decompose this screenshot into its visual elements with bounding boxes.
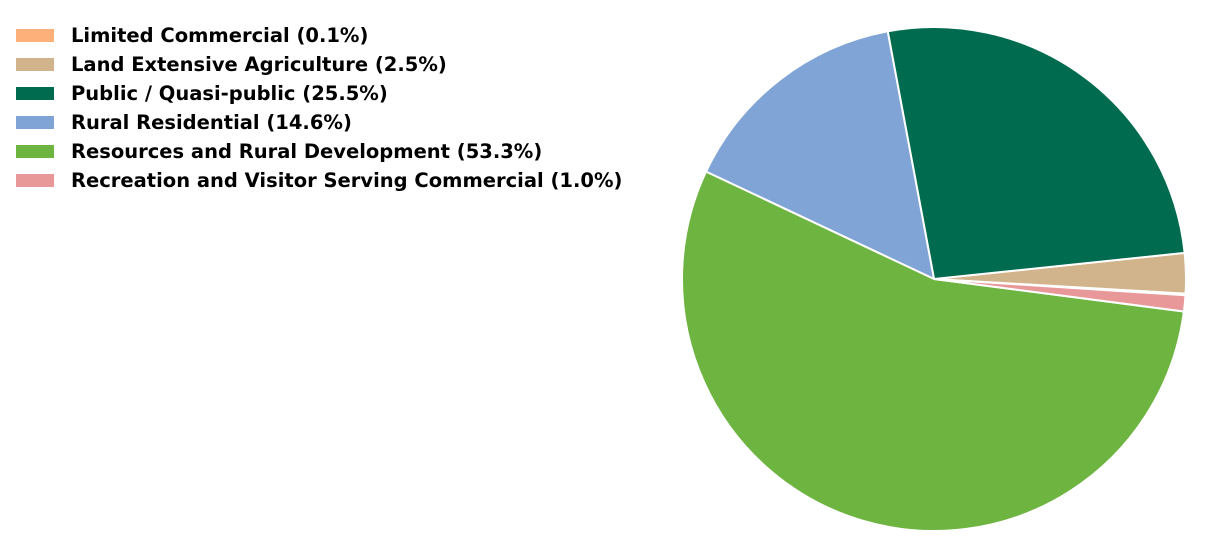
legend-swatch-resources-rural-development: [16, 145, 54, 158]
legend-label-public-quasi-public: Public / Quasi-public (25.5%): [71, 82, 388, 105]
legend-swatch-public-quasi-public: [16, 87, 54, 100]
chart-legend: Limited Commercial (0.1%) Land Extensive…: [16, 21, 622, 195]
legend-item-resources-rural-development: Resources and Rural Development (53.3%): [16, 137, 622, 166]
legend-label-limited-commercial: Limited Commercial (0.1%): [71, 24, 369, 47]
legend-label-land-extensive-agriculture: Land Extensive Agriculture (2.5%): [71, 53, 447, 76]
legend-item-limited-commercial: Limited Commercial (0.1%): [16, 21, 622, 50]
legend-swatch-rural-residential: [16, 116, 54, 129]
legend-item-recreation-visitor-serving: Recreation and Visitor Serving Commercia…: [16, 166, 622, 195]
pie-slice-rural-residential: [705, 30, 935, 280]
legend-label-recreation-visitor-serving: Recreation and Visitor Serving Commercia…: [71, 169, 623, 192]
legend-swatch-recreation-visitor-serving: [16, 174, 54, 187]
legend-swatch-land-extensive-agriculture: [16, 58, 54, 71]
legend-item-land-extensive-agriculture: Land Extensive Agriculture (2.5%): [16, 50, 622, 79]
legend-swatch-limited-commercial: [16, 29, 54, 42]
legend-label-rural-residential: Rural Residential (14.6%): [71, 111, 352, 134]
pie-slice-resources-and-rural-development: [681, 170, 1185, 532]
pie-slice-recreation-and-visitor-serving-commercial: [933, 278, 1187, 313]
pie-slice-public-quasi-public: [886, 26, 1186, 280]
legend-item-public-quasi-public: Public / Quasi-public (25.5%): [16, 79, 622, 108]
legend-item-rural-residential: Rural Residential (14.6%): [16, 108, 622, 137]
legend-label-resources-rural-development: Resources and Rural Development (53.3%): [71, 140, 543, 163]
